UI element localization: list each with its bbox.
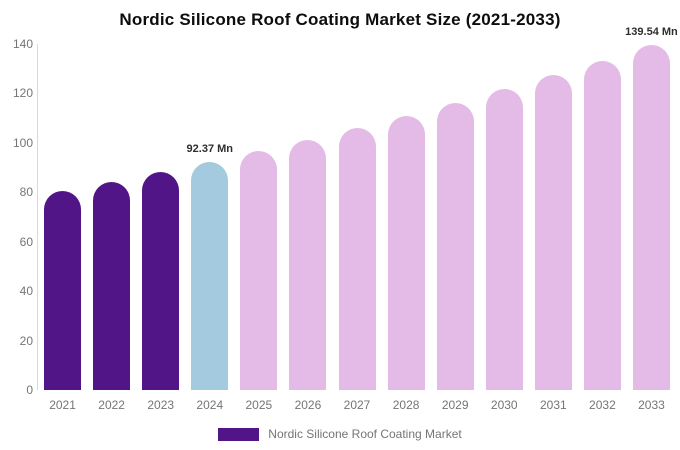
bar-slot-2022 [87, 44, 136, 390]
x-tick-2022: 2022 [98, 398, 125, 412]
bar-slot-2031 [529, 44, 578, 390]
bar-2023 [142, 172, 180, 390]
x-tick-2026: 2026 [294, 398, 322, 412]
legend-label: Nordic Silicone Roof Coating Market [268, 427, 462, 441]
value-label-2024: 92.37 Mn [186, 143, 233, 155]
bar-slot-2024: 92.37 Mn [185, 44, 234, 390]
x-tick-2032: 2032 [589, 398, 616, 412]
x-tick-2021: 2021 [49, 398, 76, 412]
x-tick-2033: 2033 [638, 398, 665, 412]
x-tick-2024: 2024 [196, 398, 224, 412]
x-tick-2028: 2028 [392, 398, 420, 412]
y-axis-line [37, 44, 38, 390]
value-label-2033: 139.54 Mn [625, 26, 678, 38]
legend: Nordic Silicone Roof Coating Market [0, 425, 680, 443]
bar-2028 [387, 116, 425, 390]
x-tick-2023: 2023 [147, 398, 175, 412]
x-axis-tick-labels: 2021 2022 2023 2024 2025 2026 2027 2028 2029 2030… [38, 398, 676, 412]
y-tick-20: 20 [19, 333, 33, 348]
bar-slot-2026 [283, 44, 332, 390]
x-tick-2029: 2029 [441, 398, 469, 412]
y-tick-100: 100 [12, 135, 33, 150]
bars-area: 92.37 Mn 139.54 Mn [38, 26, 678, 390]
bar-slot-2027 [332, 44, 381, 390]
bar-slot-2021 [38, 44, 87, 390]
bar-2025 [240, 151, 278, 390]
bar-slot-2032 [578, 44, 627, 390]
x-tick-2030: 2030 [490, 398, 518, 412]
x-tick-2031: 2031 [539, 398, 567, 412]
y-tick-0: 0 [26, 383, 33, 397]
bar-2024 [191, 162, 229, 390]
bar-slot-2029 [431, 44, 480, 390]
bar-2030 [485, 89, 523, 390]
bar-slot-2030 [480, 44, 529, 390]
x-tick-2025: 2025 [245, 398, 273, 412]
bar-2032 [583, 61, 621, 390]
bar-2027 [338, 128, 376, 390]
bar-slot-2028 [382, 44, 431, 390]
bar-2022 [93, 182, 131, 390]
y-tick-60: 60 [19, 234, 33, 249]
y-tick-40: 40 [19, 284, 33, 299]
bar-slot-2033: 139.54 Mn [625, 26, 678, 390]
x-tick-2027: 2027 [343, 398, 371, 412]
bar-2021 [44, 191, 82, 390]
bar-slot-2023 [136, 44, 185, 390]
bar-2031 [534, 75, 572, 390]
legend-swatch-icon [218, 427, 260, 441]
bar-2033 [632, 45, 670, 390]
y-tick-140: 140 [12, 37, 33, 51]
y-axis-tick-labels: 0 20 40 60 80 100 120 140 [0, 0, 33, 450]
bar-slot-2025 [234, 44, 283, 390]
bar-2029 [436, 103, 474, 390]
y-tick-80: 80 [19, 185, 33, 200]
y-tick-120: 120 [12, 86, 33, 101]
chart-title: Nordic Silicone Roof Coating Market Size… [119, 10, 561, 29]
bar-2026 [289, 140, 327, 390]
